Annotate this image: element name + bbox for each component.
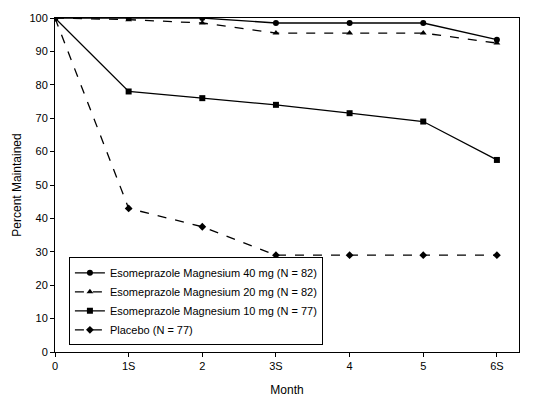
svg-text:90: 90 (36, 45, 48, 57)
svg-text:80: 80 (36, 79, 48, 91)
svg-text:Esomeprazole Magnesium 20 mg (: Esomeprazole Magnesium 20 mg (N = 82) (110, 286, 317, 298)
svg-text:Percent Maintained: Percent Maintained (10, 133, 24, 236)
svg-text:0: 0 (42, 346, 48, 358)
svg-text:40: 40 (36, 212, 48, 224)
svg-text:0: 0 (52, 360, 58, 372)
svg-text:2: 2 (199, 360, 205, 372)
svg-text:20: 20 (36, 279, 48, 291)
svg-text:Esomeprazole Magnesium 40 mg (: Esomeprazole Magnesium 40 mg (N = 82) (110, 267, 317, 279)
svg-text:Month: Month (270, 383, 303, 397)
svg-text:30: 30 (36, 246, 48, 258)
svg-text:3S: 3S (269, 360, 282, 372)
svg-text:4: 4 (347, 360, 353, 372)
svg-text:70: 70 (36, 112, 48, 124)
svg-text:100: 100 (29, 12, 47, 24)
svg-text:6S: 6S (490, 360, 503, 372)
svg-text:50: 50 (36, 179, 48, 191)
svg-text:5: 5 (420, 360, 426, 372)
svg-text:Esomeprazole Magnesium 10 mg (: Esomeprazole Magnesium 10 mg (N = 77) (110, 305, 317, 317)
svg-text:1S: 1S (122, 360, 135, 372)
svg-text:Placebo (N = 77): Placebo (N = 77) (110, 324, 193, 336)
svg-text:60: 60 (36, 145, 48, 157)
svg-text:10: 10 (36, 312, 48, 324)
